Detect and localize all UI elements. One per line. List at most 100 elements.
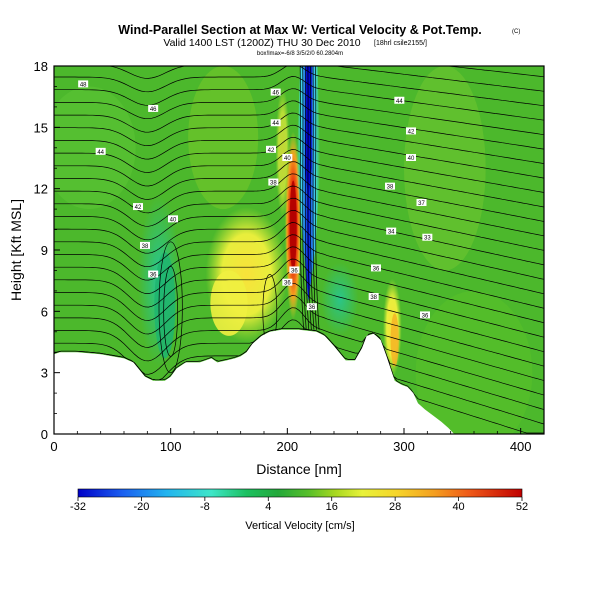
contour-label-bg	[371, 264, 381, 272]
y-tick-label: 18	[34, 59, 48, 74]
contour-label-text: 46	[150, 107, 157, 113]
contour-label-text: 40	[284, 156, 291, 162]
y-tick-label: 3	[41, 366, 48, 381]
y-axis-label: Height [Kft MSL]	[8, 199, 24, 301]
isentrope-line	[54, 222, 544, 295]
contour-label-bg	[270, 88, 281, 96]
potential-temperature-contours	[54, 66, 544, 434]
steep-isentrope	[304, 66, 310, 330]
contour-label-text: 36	[150, 273, 157, 279]
contour-label-bg	[386, 227, 397, 235]
contour-label-text: 44	[396, 99, 403, 105]
contour-label-bg	[148, 270, 159, 278]
steep-isentrope	[315, 66, 320, 330]
contour-label-text: 44	[97, 150, 104, 156]
colorbar	[77, 488, 523, 498]
contour-label-text: 42	[408, 129, 415, 135]
contour-label-bg	[168, 215, 178, 223]
contour-label-bg	[422, 233, 433, 241]
lower-teal-region	[321, 262, 359, 336]
x-tick-label: 400	[510, 439, 532, 454]
contour-label-bg	[270, 119, 281, 127]
contour-label-bg	[394, 96, 405, 104]
contour-label: 38	[268, 178, 279, 187]
contour-label-text: 40	[408, 156, 415, 162]
y-tick-label: 15	[34, 120, 48, 135]
contour-label-bg	[140, 241, 150, 249]
isentrope-line	[54, 149, 544, 208]
contour-label-text: 34	[388, 230, 395, 236]
contour-label: 48	[78, 80, 89, 88]
contour-label-text: 33	[424, 236, 431, 242]
contour-label: 40	[282, 154, 293, 162]
contour-label-bg	[416, 198, 427, 206]
contour-label-bg	[148, 104, 159, 112]
colorbar-ticks: -32 -20 -8 4 16 28 40 52	[70, 497, 528, 513]
contour-label-text: 44	[272, 121, 279, 127]
x-tick-label: 0	[50, 439, 57, 454]
contour-labels: 48 46 44 42 40 38 36 46 44 42 40 38 44 42 40 38 37 34 33 36…	[78, 80, 433, 319]
contour-label-bg	[289, 266, 300, 274]
contour-label: 34	[386, 227, 397, 236]
isentrope-line	[54, 234, 544, 309]
y-tick-label: 9	[41, 243, 48, 258]
contour-label-text: 36	[284, 281, 291, 287]
contour-label: 36	[420, 311, 430, 319]
steep-isentrope	[299, 66, 305, 330]
y-tick-label: 6	[41, 304, 48, 319]
contour-label: 40	[168, 215, 178, 223]
contour-label-bg	[368, 293, 379, 301]
contour-label: 40	[406, 154, 416, 162]
isentrope-line	[107, 66, 544, 92]
contour-label-text: 42	[135, 205, 142, 211]
contour-label-bg	[282, 154, 293, 161]
contour-label-bg	[420, 311, 430, 319]
contour-label: 36	[148, 270, 159, 279]
contour-label-text: 40	[170, 217, 177, 223]
contour-label-bg	[268, 178, 279, 186]
contour-label-text: 38	[370, 295, 377, 301]
colorbar-tick-label: 28	[389, 501, 401, 513]
contour-label-bg	[385, 182, 395, 190]
mid-updraft-yellow-core	[210, 270, 248, 336]
isentrope-line	[54, 209, 544, 280]
contour-label: 36	[282, 278, 293, 287]
isentrope-line	[54, 136, 544, 193]
isentrope-line	[54, 185, 544, 251]
contour-label-bg	[95, 147, 106, 155]
contour-label-text: 36	[373, 266, 380, 272]
contour-label: 33	[422, 233, 433, 242]
contour-label-text: 46	[272, 91, 279, 97]
contour-label: 42	[406, 127, 416, 135]
colorbar-tick-label: -8	[200, 501, 210, 513]
x-axis: 0 100 200 300 400	[50, 428, 532, 454]
contour-label: 38	[368, 293, 379, 301]
colorbar-tick-label: 4	[265, 501, 271, 513]
chart-subtitle-note: [18hrl csile2155/]	[374, 40, 427, 47]
isentrope-line	[54, 66, 544, 107]
contour-label-bg	[306, 303, 317, 311]
contour-label: 46	[270, 88, 281, 97]
contour-label-text: 38	[270, 181, 277, 187]
contour-label-text: 36	[422, 313, 429, 319]
y-tick-label: 0	[41, 427, 48, 442]
contour-label-bg	[406, 127, 416, 135]
contour-label-text: 36	[308, 305, 315, 311]
contour-label-bg	[282, 278, 293, 286]
colorbar-tick-label: 16	[326, 501, 338, 513]
contour-label: 44	[95, 147, 106, 156]
colorbar-tick-label: 52	[516, 501, 528, 513]
contour-label: 44	[394, 96, 405, 105]
colorbar-tick-label: -20	[133, 501, 149, 513]
contour-label: 36	[306, 303, 317, 311]
steep-isentrope	[302, 66, 307, 330]
isentrope-line	[54, 197, 544, 266]
contour-label: 36	[371, 264, 381, 272]
isentrope-line	[54, 161, 544, 222]
contour-label: 37	[416, 198, 427, 207]
steep-isentrope	[312, 66, 317, 330]
contour-label-bg	[266, 145, 276, 153]
contour-label: 44	[270, 119, 281, 127]
isentrope-line	[54, 100, 544, 150]
